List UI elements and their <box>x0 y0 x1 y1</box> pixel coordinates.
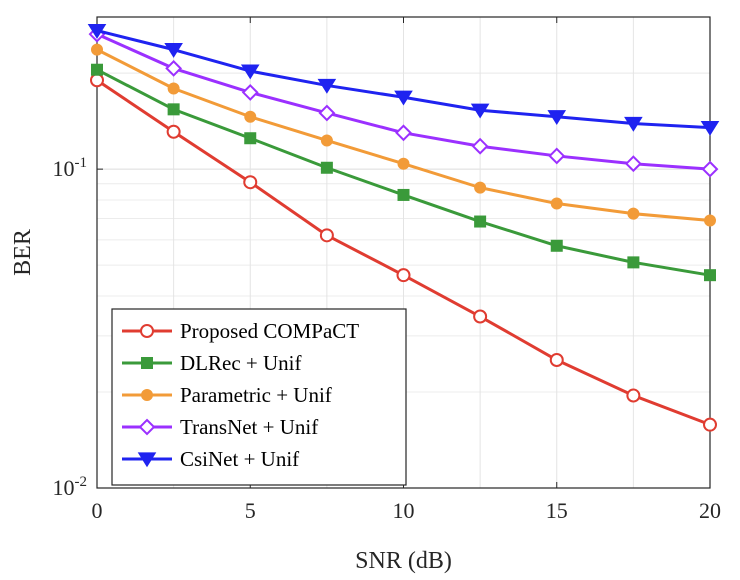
data-point <box>167 103 180 116</box>
legend-item-parametric-unif: Parametric + Unif <box>122 383 332 407</box>
legend-label: DLRec + Unif <box>180 351 301 375</box>
data-point <box>91 63 103 76</box>
legend-box <box>111 308 407 486</box>
data-point <box>550 197 563 210</box>
data-point <box>550 239 563 252</box>
data-point <box>87 23 107 39</box>
data-point <box>626 388 641 403</box>
y-axis-title: BER <box>10 229 36 276</box>
data-point <box>244 110 257 123</box>
legend-label: TransNet + Unif <box>180 415 318 439</box>
data-point <box>397 188 410 201</box>
data-point <box>320 161 333 174</box>
data-point <box>396 268 411 283</box>
data-point <box>704 269 716 282</box>
data-point <box>166 124 181 139</box>
x-axis-title: SNR (dB) <box>355 548 452 574</box>
series-parametric-unif <box>91 43 716 227</box>
data-point <box>548 147 566 165</box>
data-point <box>470 103 490 119</box>
legend-marker <box>141 357 153 369</box>
x-tick-label: 15 <box>546 498 568 523</box>
data-point <box>473 309 488 324</box>
data-point <box>395 124 412 142</box>
series-dlrec-unif <box>91 63 716 282</box>
legend-marker <box>137 452 157 468</box>
data-point <box>547 110 567 125</box>
data-point <box>91 43 103 56</box>
data-point <box>624 155 642 173</box>
legend-item-proposed-compact: Proposed COMPaCT <box>122 319 359 343</box>
data-point <box>703 417 717 432</box>
data-point <box>701 160 719 178</box>
data-point <box>474 215 487 228</box>
legend-label: CsiNet + Unif <box>180 447 299 471</box>
x-tick-label: 20 <box>699 498 721 523</box>
legend-label: Parametric + Unif <box>180 383 332 407</box>
data-point <box>624 116 643 132</box>
data-point <box>318 104 336 122</box>
y-tick-label: 10-2 <box>53 474 88 500</box>
data-point <box>244 132 257 145</box>
data-point <box>471 137 489 155</box>
series <box>87 23 720 432</box>
legend-item-csinet-unif: CsiNet + Unif <box>122 447 299 471</box>
data-point <box>243 175 258 190</box>
data-point <box>240 64 260 80</box>
x-tick-label: 10 <box>393 498 415 523</box>
data-point <box>164 43 183 58</box>
series-proposed-compact <box>90 73 717 432</box>
data-point <box>700 120 720 136</box>
legend: Proposed COMPaCT DLRec + Unif Parametric +… <box>111 308 407 486</box>
data-point <box>394 90 413 106</box>
data-point <box>165 59 183 77</box>
legend-label: Proposed COMPaCT <box>180 319 359 343</box>
data-point <box>549 353 564 368</box>
legend-item-transnet-unif: TransNet + Unif <box>122 415 318 439</box>
legend-marker <box>138 418 156 436</box>
data-point <box>90 73 104 88</box>
data-point <box>627 207 640 220</box>
legend-item-dlrec-unif: DLRec + Unif <box>122 351 301 375</box>
data-point <box>704 214 716 227</box>
series-transnet-unif <box>88 25 719 178</box>
data-point <box>320 134 333 147</box>
data-point <box>167 82 180 95</box>
data-point <box>319 228 334 243</box>
legend-marker <box>140 324 154 338</box>
data-point <box>474 181 487 194</box>
data-point <box>241 84 259 101</box>
data-point <box>627 256 640 269</box>
y-tick-label: 10-1 <box>53 155 88 181</box>
axis-ticks: 0 5 10 15 20 10-1 10-2 <box>53 17 721 523</box>
x-tick-label: 5 <box>245 498 256 523</box>
series-csinet-unif <box>87 23 720 136</box>
data-point <box>317 78 337 94</box>
legend-marker <box>141 389 153 401</box>
x-tick-label: 0 <box>92 498 103 523</box>
data-point <box>397 157 410 170</box>
